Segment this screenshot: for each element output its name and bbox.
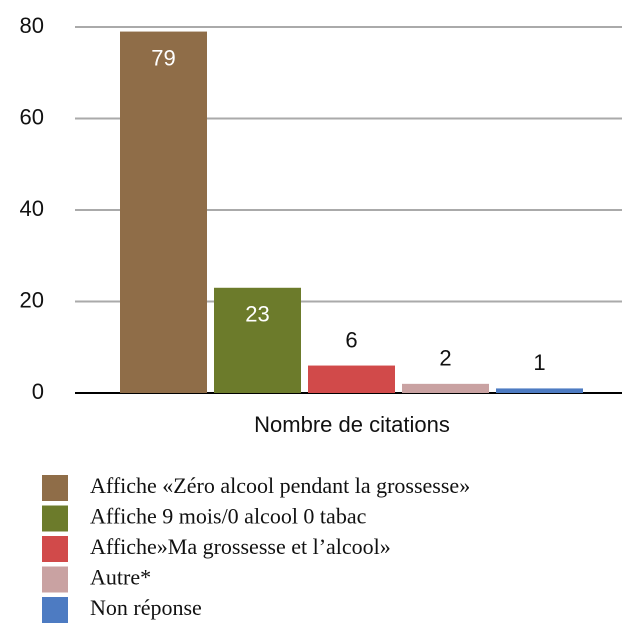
legend-swatch bbox=[42, 566, 68, 593]
data-label: 2 bbox=[439, 346, 451, 371]
legend-swatch bbox=[42, 597, 68, 623]
legend-swatch bbox=[42, 505, 68, 532]
bar bbox=[308, 365, 395, 393]
y-tick-label: 60 bbox=[20, 104, 44, 129]
y-tick-label: 80 bbox=[20, 13, 44, 38]
legend-label: Affiche «Zéro alcool pendant la grossess… bbox=[90, 473, 470, 498]
x-tick-label: Nombre de citations bbox=[254, 412, 450, 437]
legend-label: Affiche»Ma grossesse et l’alcool» bbox=[90, 534, 391, 559]
y-tick-label: 40 bbox=[20, 196, 44, 221]
legend-label: Affiche 9 mois/0 alcool 0 tabac bbox=[90, 504, 367, 529]
data-label: 1 bbox=[533, 350, 545, 375]
data-label: 23 bbox=[245, 302, 269, 327]
legend-label: Non réponse bbox=[90, 595, 202, 620]
bar bbox=[120, 31, 207, 393]
legend-label: Autre* bbox=[90, 565, 151, 590]
legend-swatch bbox=[42, 475, 68, 501]
y-tick-label: 0 bbox=[32, 379, 44, 404]
bar bbox=[214, 287, 301, 393]
bar bbox=[496, 388, 583, 393]
data-label: 6 bbox=[345, 327, 357, 352]
legend-swatch bbox=[42, 536, 68, 562]
bar bbox=[402, 383, 489, 393]
y-tick-label: 20 bbox=[20, 287, 44, 312]
data-label: 79 bbox=[151, 45, 175, 70]
